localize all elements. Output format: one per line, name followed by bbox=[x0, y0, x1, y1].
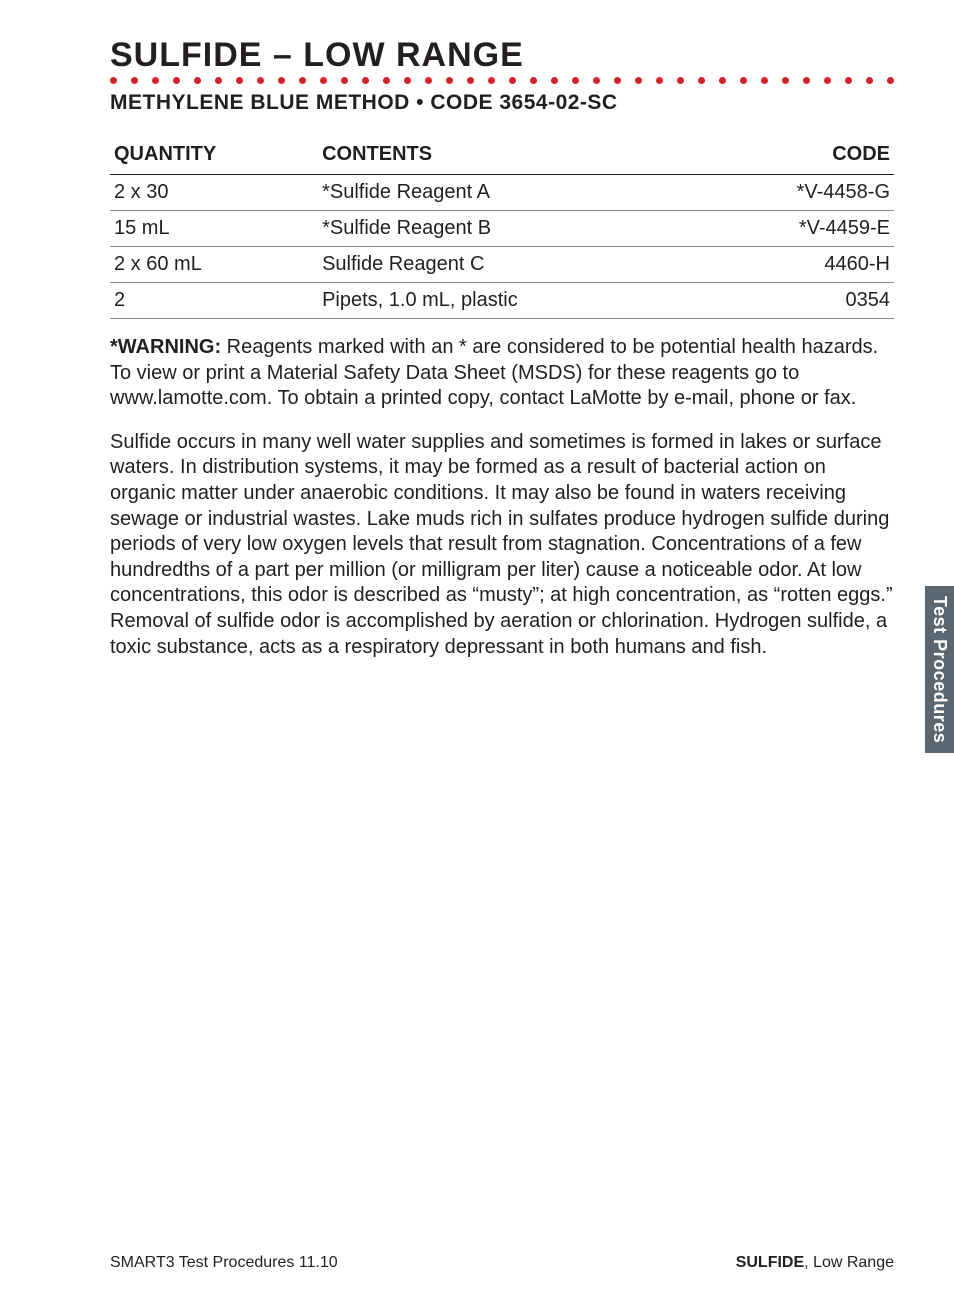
table-cell: *V-4458-G bbox=[703, 175, 894, 211]
body-paragraph: Sulfide occurs in many well water suppli… bbox=[110, 430, 894, 660]
side-tab: Test Procedures bbox=[925, 586, 954, 753]
table-cell: *V-4459-E bbox=[703, 211, 894, 247]
table-cell: 15 mL bbox=[110, 211, 318, 247]
col-code: CODE bbox=[703, 137, 894, 175]
table-cell: 0354 bbox=[703, 283, 894, 319]
warning-text: Reagents marked with an * are considered… bbox=[110, 336, 878, 409]
table-row: 2 x 60 mLSulfide Reagent C4460-H bbox=[110, 247, 894, 283]
table-cell: *Sulfide Reagent B bbox=[318, 211, 702, 247]
table-cell: Sulfide Reagent C bbox=[318, 247, 702, 283]
warning-paragraph: *WARNING: Reagents marked with an * are … bbox=[110, 335, 894, 412]
table-row: 2Pipets, 1.0 mL, plastic0354 bbox=[110, 283, 894, 319]
page-footer: SMART3 Test Procedures 11.10 SULFIDE, Lo… bbox=[110, 1254, 894, 1272]
table-header-row: QUANTITY CONTENTS CODE bbox=[110, 137, 894, 175]
table-row: 2 x 30*Sulfide Reagent A*V-4458-G bbox=[110, 175, 894, 211]
col-contents: CONTENTS bbox=[318, 137, 702, 175]
warning-label: *WARNING: bbox=[110, 336, 221, 358]
footer-left: SMART3 Test Procedures 11.10 bbox=[110, 1254, 338, 1272]
page: SULFIDE – LOW RANGE METHYLENE BLUE METHO… bbox=[0, 0, 954, 1312]
contents-table: QUANTITY CONTENTS CODE 2 x 30*Sulfide Re… bbox=[110, 137, 894, 319]
dotted-rule bbox=[110, 77, 894, 87]
col-quantity: QUANTITY bbox=[110, 137, 318, 175]
table-cell: 2 x 60 mL bbox=[110, 247, 318, 283]
page-subtitle: METHYLENE BLUE METHOD • CODE 3654-02-SC bbox=[110, 91, 894, 115]
table-row: 15 mL*Sulfide Reagent B*V-4459-E bbox=[110, 211, 894, 247]
table-cell: Pipets, 1.0 mL, plastic bbox=[318, 283, 702, 319]
footer-right-rest: , Low Range bbox=[804, 1254, 894, 1271]
table-cell: 2 x 30 bbox=[110, 175, 318, 211]
page-title: SULFIDE – LOW RANGE bbox=[110, 36, 894, 75]
table-cell: 2 bbox=[110, 283, 318, 319]
footer-right-bold: SULFIDE bbox=[736, 1254, 804, 1271]
footer-right: SULFIDE, Low Range bbox=[736, 1254, 894, 1272]
table-cell: 4460-H bbox=[703, 247, 894, 283]
table-cell: *Sulfide Reagent A bbox=[318, 175, 702, 211]
